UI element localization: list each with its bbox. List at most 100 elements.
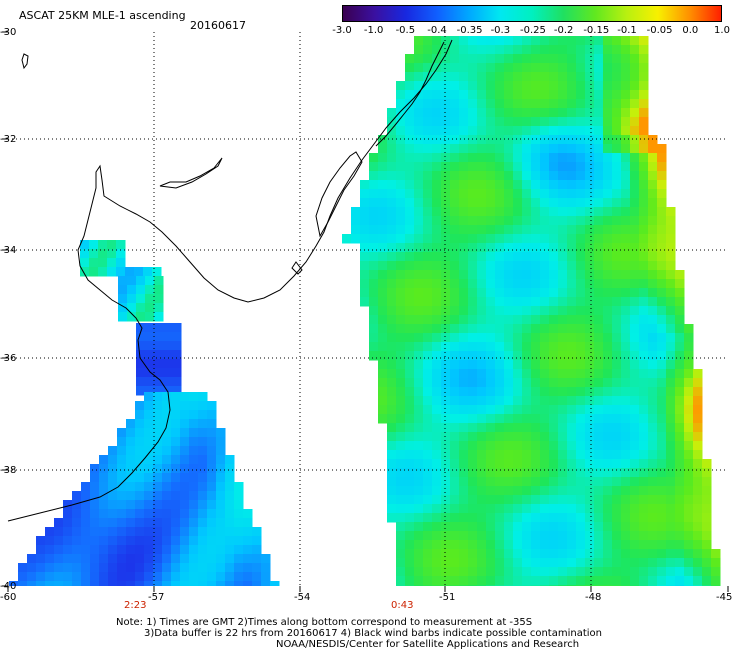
east-swath-cell [594,261,604,271]
east-swath-cell [450,549,460,559]
west-swath-cell [45,554,55,564]
east-swath-cell [495,342,505,352]
east-swath-cell [657,306,667,316]
east-swath-cell [585,234,595,244]
east-swath-cell [432,351,442,361]
east-swath-cell [495,324,505,334]
east-swath-cell [648,432,658,442]
east-swath-cell [414,324,424,334]
east-swath-cell [432,72,442,82]
east-swath-cell [693,558,703,568]
east-swath-cell [585,225,595,235]
east-swath-cell [414,585,424,586]
west-swath-cell [116,249,126,259]
west-swath-cell [145,368,155,378]
west-swath-cell [99,509,109,519]
east-swath-cell [504,576,514,586]
east-swath-cell [531,423,541,433]
east-swath-cell [513,513,523,523]
east-swath-cell [522,162,532,172]
west-swath-cell [72,518,82,528]
east-swath-cell [432,234,442,244]
west-swath-cell [118,294,128,304]
east-swath-cell [639,558,649,568]
east-swath-cell [522,369,532,379]
east-swath-cell [567,387,577,397]
west-swath-cell [171,473,181,483]
east-swath-cell [504,126,514,136]
west-swath-cell [36,536,46,546]
east-swath-cell [639,117,649,127]
west-swath-cell [153,527,163,537]
east-swath-cell [477,189,487,199]
east-swath-cell [459,369,469,379]
east-swath-cell [513,135,523,145]
east-swath-cell [549,306,559,316]
east-swath-cell [450,441,460,451]
west-swath-cell [163,350,173,360]
east-swath-cell [387,279,397,289]
east-swath-cell [396,414,406,424]
west-swath-cell [126,419,136,429]
east-swath-cell [567,252,577,262]
east-swath-cell [666,243,676,253]
east-swath-cell [531,117,541,127]
lat-label: -34 [0,245,17,256]
east-swath-cell [450,387,460,397]
east-swath-cell [450,45,460,55]
east-swath-cell [468,279,478,289]
east-swath-cell [504,540,514,550]
east-swath-cell [414,351,424,361]
east-swath-cell [468,81,478,91]
east-swath-cell [414,396,424,406]
east-swath-cell [531,378,541,388]
east-swath-cell [414,315,424,325]
west-swath-cell [162,401,172,411]
east-swath-cell [414,72,424,82]
east-swath-cell [468,513,478,523]
east-swath-cell [585,477,595,487]
east-swath-cell [603,72,613,82]
east-swath-cell [621,144,631,154]
east-swath-cell [675,423,685,433]
west-swath-cell [234,536,244,546]
east-swath-cell [657,477,667,487]
east-swath-cell [441,567,451,577]
west-swath-cell [72,581,82,586]
east-swath-cell [522,441,532,451]
east-swath-cell [504,585,514,586]
east-swath-cell [594,63,604,73]
east-swath-cell [531,459,541,469]
east-swath-cell [621,180,631,190]
east-swath-cell [585,36,595,46]
east-swath-cell [405,297,415,307]
east-swath-cell [621,567,631,577]
west-swath-cell [172,332,182,342]
east-swath-cell [522,45,532,55]
east-swath-cell [693,567,703,577]
east-swath-cell [540,576,550,586]
east-swath-cell [369,306,379,316]
west-swath-cell [207,419,217,429]
east-swath-cell [702,585,712,586]
east-swath-cell [585,324,595,334]
east-swath-cell [657,288,667,298]
east-swath-cell [567,171,577,181]
east-swath-cell [576,297,586,307]
east-swath-cell [612,513,622,523]
east-swath-cell [450,162,460,172]
east-swath-cell [405,432,415,442]
east-swath-cell [513,441,523,451]
west-swath-cell [135,473,145,483]
east-swath-cell [585,270,595,280]
east-swath-cell [585,162,595,172]
east-swath-cell [648,306,658,316]
east-swath-cell [450,495,460,505]
east-swath-cell [603,423,613,433]
east-swath-cell [432,441,442,451]
east-swath-cell [486,297,496,307]
east-swath-cell [576,414,586,424]
west-swath-cell [27,563,37,573]
east-swath-cell [558,108,568,118]
east-swath-cell [459,576,469,586]
